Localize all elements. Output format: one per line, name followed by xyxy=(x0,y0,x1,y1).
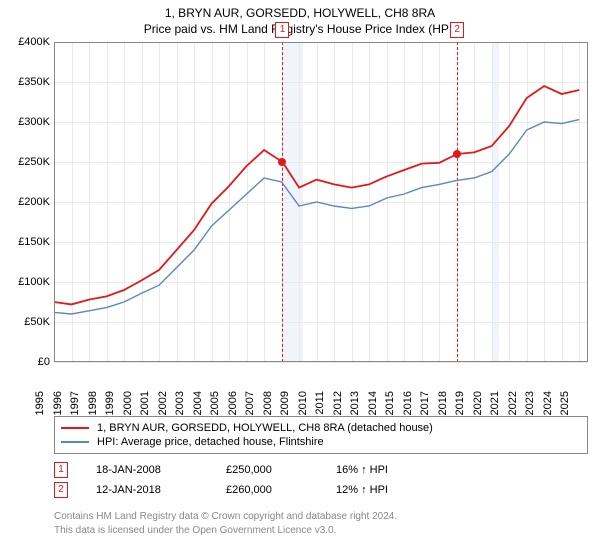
sales-table: 1 18-JAN-2008£250,00016% ↑ HPI 2 12-JAN-201… xyxy=(54,460,588,500)
y-axis-label: £200K xyxy=(8,196,50,208)
sale-date: 12-JAN-2018 xyxy=(96,484,226,496)
y-axis-label: £350K xyxy=(8,76,50,88)
legend-item: HPI: Average price, detached house, Flin… xyxy=(61,435,581,449)
plot-border xyxy=(54,42,588,362)
y-axis-label: £250K xyxy=(8,156,50,168)
gridline-h xyxy=(54,362,588,363)
sale-price: £260,000 xyxy=(226,484,336,496)
x-axis-label: 2025 xyxy=(559,391,600,415)
footer-line: This data is licensed under the Open Gov… xyxy=(54,524,588,538)
sale-row: 1 18-JAN-2008£250,00016% ↑ HPI xyxy=(54,460,588,480)
legend-item: 1, BRYN AUR, GORSEDD, HOLYWELL, CH8 8RA … xyxy=(61,421,581,435)
legend-label: 1, BRYN AUR, GORSEDD, HOLYWELL, CH8 8RA … xyxy=(97,422,433,434)
sale-marker-label: 1 xyxy=(275,22,289,38)
chart-subtitle: Price paid vs. HM Land Registry's House … xyxy=(8,22,592,36)
y-axis-label: £50K xyxy=(8,316,50,328)
sale-marker-label: 2 xyxy=(450,22,464,38)
chart-area: £0£50K£100K£150K£200K£250K£300K£350K£400… xyxy=(8,42,592,412)
y-axis-label: £100K xyxy=(8,276,50,288)
footer-line: Contains HM Land Registry data © Crown c… xyxy=(54,510,588,524)
y-axis-label: £300K xyxy=(8,116,50,128)
legend-swatch xyxy=(61,427,89,429)
sale-price: £250,000 xyxy=(226,464,336,476)
legend: 1, BRYN AUR, GORSEDD, HOLYWELL, CH8 8RA … xyxy=(54,416,588,454)
chart-title: 1, BRYN AUR, GORSEDD, HOLYWELL, CH8 8RA xyxy=(8,6,592,20)
legend-label: HPI: Average price, detached house, Flin… xyxy=(97,436,324,448)
legend-swatch xyxy=(61,441,89,443)
y-axis-label: £150K xyxy=(8,236,50,248)
y-axis-label: £400K xyxy=(8,36,50,48)
sale-index-box: 2 xyxy=(54,482,68,498)
footer-attribution: Contains HM Land Registry data © Crown c… xyxy=(54,510,588,537)
sale-index-box: 1 xyxy=(54,462,68,478)
sale-row: 2 12-JAN-2018£260,00012% ↑ HPI xyxy=(54,480,588,500)
sale-date: 18-JAN-2008 xyxy=(96,464,226,476)
sale-diff: 16% ↑ HPI xyxy=(336,464,446,476)
y-axis-label: £0 xyxy=(8,356,50,368)
sale-diff: 12% ↑ HPI xyxy=(336,484,446,496)
plot-region: 12 xyxy=(54,42,588,362)
